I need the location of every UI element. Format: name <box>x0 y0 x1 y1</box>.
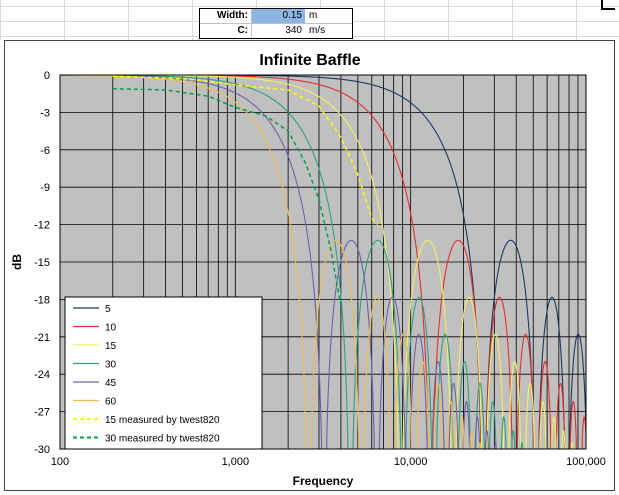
chart-title: Infinite Baffle <box>259 52 360 69</box>
y-tick-label: -27 <box>34 407 50 419</box>
series-line <box>112 87 342 306</box>
chart-area[interactable]: 0 -3 -6 -9 -12 -15 -18 -21 -24 -27 -30 100 1,000 10,0… <box>4 40 615 491</box>
legend-label: 30 <box>105 360 117 371</box>
x-tick-label: 10,000 <box>394 456 428 468</box>
width-unit: m <box>309 10 318 21</box>
legend-label: 10 <box>105 323 117 334</box>
corner-mark <box>601 0 615 10</box>
speed-unit: m/s <box>309 25 326 36</box>
y-tick-label: -15 <box>34 257 50 269</box>
series-line <box>112 75 379 226</box>
legend-label: 30 measured by twest820 <box>105 434 220 445</box>
speed-row: C: 340 m/s <box>200 23 352 38</box>
y-tick-label: -6 <box>40 145 50 157</box>
series-line <box>60 75 524 449</box>
legend-label: 60 <box>105 397 117 408</box>
y-tick-label: -30 <box>34 444 50 456</box>
x-tick-label: 100 <box>51 456 69 468</box>
y-tick-label: -12 <box>34 220 50 232</box>
legend-label: 5 <box>105 304 111 315</box>
legend-label: 45 <box>105 378 117 389</box>
legend-label: 15 measured by twest820 <box>105 415 220 426</box>
legend-box <box>64 296 263 450</box>
width-row: Width: 0.15 m <box>200 9 352 23</box>
y-tick-label: -21 <box>34 332 50 344</box>
plot-border <box>59 74 587 450</box>
legend[interactable]: 5 10 15 30 45 60 15 measured by twest820 30 mea… <box>64 296 263 450</box>
x-axis-label: Frequency <box>293 474 354 488</box>
y-tick-label: -24 <box>34 369 50 381</box>
legend-label: 15 <box>105 341 117 352</box>
x-tick-label: 100,000 <box>566 456 606 468</box>
parameters-table: Width: 0.15 m C: 340 m/s <box>199 8 353 39</box>
speed-label: C: <box>237 25 248 36</box>
y-tick-label: 0 <box>44 70 50 82</box>
speed-value-cell[interactable]: 340 <box>251 24 305 38</box>
y-tick-label: -9 <box>40 182 50 194</box>
y-tick-label: -18 <box>34 294 50 306</box>
y-tick-label: -3 <box>40 107 50 119</box>
y-axis-label: dB <box>10 254 24 270</box>
width-value-cell[interactable]: 0.15 <box>251 9 305 23</box>
width-label: Width: <box>216 10 248 21</box>
x-tick-label: 1,000 <box>222 456 250 468</box>
